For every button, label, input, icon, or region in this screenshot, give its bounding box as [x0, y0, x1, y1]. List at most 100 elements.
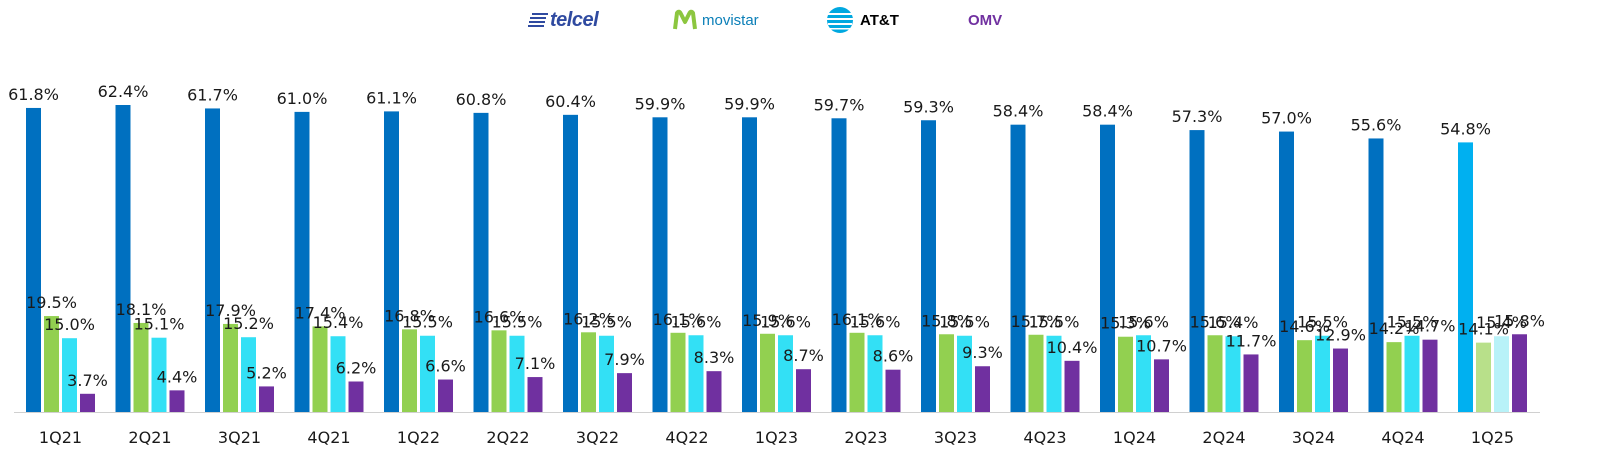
- bar-movistar-3q24: [1297, 340, 1312, 412]
- bar-telcel-3q23: [921, 120, 936, 413]
- x-tick-label: 2Q21: [128, 428, 171, 447]
- data-label: 7.1%: [515, 354, 556, 373]
- bar-att-1q23: [778, 335, 793, 412]
- data-label: 15.5%: [492, 313, 543, 332]
- data-label: 15.5%: [581, 313, 632, 332]
- bar-telcel-3q21: [205, 108, 220, 412]
- bar-att-1q22: [420, 335, 435, 412]
- bar-telcel-2q21: [115, 105, 131, 412]
- data-label: 55.6%: [1351, 115, 1402, 134]
- data-label: 61.1%: [366, 88, 417, 107]
- bar-att-1q21: [62, 338, 77, 412]
- data-label: 15.8%: [921, 311, 972, 330]
- bar-movistar-4q24: [1386, 342, 1402, 412]
- x-tick-label: 3Q23: [934, 428, 977, 447]
- data-label: 3.7%: [67, 371, 108, 390]
- data-label: 15.1%: [134, 315, 185, 334]
- bar-telcel-1q25: [1458, 142, 1473, 412]
- data-label: 54.8%: [1440, 119, 1491, 138]
- telcel-stripes-icon: [528, 13, 548, 27]
- bar-movistar-1q25: [1476, 342, 1491, 412]
- bar-omv-3q22: [617, 373, 632, 412]
- data-label: 10.7%: [1136, 336, 1187, 355]
- data-label: 15.4%: [1208, 313, 1259, 332]
- x-tick-label: 2Q22: [486, 428, 529, 447]
- legend-omv-label: OMV: [968, 11, 1003, 29]
- data-label: 15.0%: [44, 315, 95, 334]
- bar-omv-1q22: [438, 379, 453, 412]
- bar-omv-4q21: [348, 381, 364, 412]
- bar-telcel-1q23: [742, 117, 757, 412]
- bar-omv-1q23: [796, 369, 811, 412]
- bar-omv-2q21: [169, 390, 185, 412]
- bar-att-2q24: [1225, 336, 1241, 412]
- bar-omv-2q24: [1243, 354, 1259, 412]
- x-tick-label: 2Q23: [844, 428, 887, 447]
- bar-omv-2q23: [885, 369, 901, 412]
- bar-att-4q22: [688, 335, 704, 412]
- bar-movistar-2q22: [491, 330, 507, 412]
- legend-movistar-label: movistar: [702, 11, 759, 29]
- bar-movistar-2q21: [133, 322, 149, 412]
- bar-att-3q22: [599, 335, 614, 412]
- data-label: 15.5%: [1297, 313, 1348, 332]
- bar-movistar-2q23: [849, 332, 865, 412]
- data-label: 8.3%: [694, 348, 735, 367]
- data-label: 15.8%: [1494, 311, 1545, 330]
- bar-omv-4q22: [706, 371, 722, 412]
- x-tick-label: 4Q22: [665, 428, 708, 447]
- data-label: 15.4%: [1476, 313, 1527, 332]
- bar-telcel-4q24: [1368, 138, 1384, 412]
- data-label: 16.1%: [832, 310, 883, 329]
- bar-movistar-1q22: [402, 329, 417, 412]
- bar-att-3q21: [241, 337, 256, 412]
- data-label: 10.4%: [1047, 338, 1098, 357]
- x-tick-label: 3Q24: [1292, 428, 1335, 447]
- legend-telcel: telcel: [528, 6, 599, 34]
- data-label: 15.6%: [1118, 312, 1169, 331]
- bar-omv-2q22: [527, 377, 543, 412]
- data-label: 15.5%: [402, 313, 453, 332]
- bar-att-2q21: [151, 337, 167, 412]
- bar-telcel-4q21: [294, 111, 310, 412]
- data-label: 61.7%: [187, 85, 238, 104]
- bar-movistar-4q23: [1028, 334, 1044, 412]
- data-label: 6.6%: [425, 357, 466, 376]
- data-label: 11.7%: [1226, 331, 1277, 350]
- bar-att-3q24: [1315, 335, 1330, 412]
- bar-att-4q24: [1404, 335, 1420, 412]
- bar-omv-3q21: [259, 386, 274, 412]
- x-tick-label: 4Q23: [1023, 428, 1066, 447]
- legend: telcel movistar AT&T OMV: [0, 0, 1600, 40]
- data-label: 61.0%: [277, 89, 328, 108]
- data-label: 62.4%: [98, 82, 149, 101]
- data-label: 9.3%: [962, 343, 1003, 362]
- bar-omv-3q24: [1333, 348, 1348, 412]
- data-label: 60.4%: [545, 92, 596, 111]
- bar-telcel-1q21: [26, 107, 41, 413]
- data-label: 15.6%: [760, 312, 811, 331]
- data-label: 15.6%: [671, 312, 722, 331]
- bar-telcel-2q23: [831, 118, 847, 412]
- x-tick-label: 1Q25: [1471, 428, 1514, 447]
- data-label: 15.7%: [1011, 312, 1062, 331]
- bar-movistar-1q21: [44, 316, 59, 412]
- bar-omv-1q25: [1512, 334, 1527, 412]
- movistar-logo-icon: [673, 9, 697, 30]
- data-label: 8.7%: [783, 346, 824, 365]
- bar-movistar-4q22: [670, 332, 686, 412]
- data-label: 7.9%: [604, 350, 645, 369]
- x-tick-label: 3Q21: [218, 428, 261, 447]
- x-tick-label: 1Q22: [397, 428, 440, 447]
- bar-telcel-4q22: [652, 117, 668, 412]
- bar-att-2q23: [867, 335, 883, 412]
- data-label: 15.2%: [223, 314, 274, 333]
- x-tick-label: 1Q21: [39, 428, 82, 447]
- data-label: 14.2%: [1369, 319, 1420, 338]
- bar-movistar-3q23: [939, 334, 954, 412]
- data-label: 59.3%: [903, 97, 954, 116]
- data-label: 5.2%: [246, 363, 287, 382]
- bar-att-4q21: [330, 336, 346, 412]
- bar-movistar-2q24: [1207, 335, 1223, 412]
- bar-att-1q25: [1494, 336, 1509, 412]
